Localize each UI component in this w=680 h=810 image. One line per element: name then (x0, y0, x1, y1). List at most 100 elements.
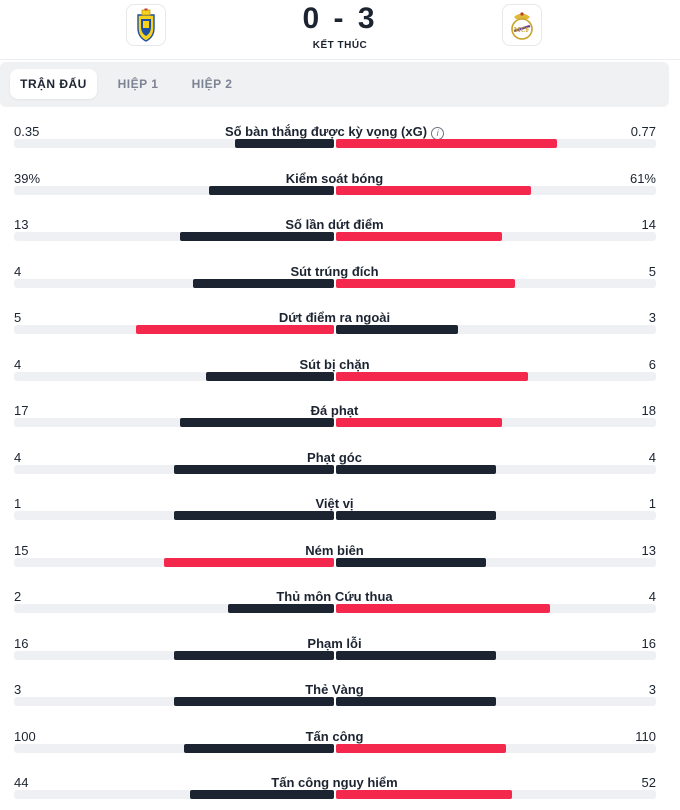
home-bar-track (14, 186, 334, 195)
stat-label: Số lần dứt điểm (0, 217, 669, 233)
away-stat-value: 1 (648, 496, 656, 511)
away-stat-value: 61% (629, 171, 656, 186)
cadiz-crest-icon (137, 8, 155, 42)
away-bar-track (336, 372, 656, 381)
stat-row: 4 Sút trúng đích 5 (0, 264, 680, 304)
away-bar-track (336, 744, 656, 753)
stat-label: Phạm lỗi (0, 636, 669, 652)
home-team-logo[interactable] (126, 4, 166, 46)
away-bar-track (336, 279, 656, 288)
stat-row: 2 Thủ môn Cứu thua 4 (0, 589, 680, 629)
stat-bar-track (14, 186, 656, 195)
home-bar-track (14, 651, 334, 660)
away-stat-value: 13 (641, 543, 656, 558)
away-stat-value: 4 (648, 450, 656, 465)
stat-label: Thẻ Vàng (0, 682, 669, 698)
away-bar-fill (336, 279, 515, 288)
away-bar-fill (336, 558, 486, 567)
away-team-logo[interactable]: MCF (502, 4, 542, 46)
stat-bar-track (14, 279, 656, 288)
away-bar-fill (336, 604, 550, 613)
home-stat-value: 5 (14, 310, 22, 325)
home-bar-track (14, 558, 334, 567)
away-stat-value: 18 (641, 403, 656, 418)
match-score: 0 - 3 (302, 2, 378, 35)
away-bar-fill (336, 465, 496, 474)
real-madrid-crest-icon: MCF (511, 12, 533, 40)
away-bar-track (336, 186, 656, 195)
stat-label: Kiểm soát bóng (0, 171, 669, 187)
home-stat-value: 1 (14, 496, 22, 511)
stat-label-text: Phạt góc (307, 450, 362, 465)
stat-label: Tấn công (0, 729, 669, 745)
home-bar-track (14, 418, 334, 427)
home-stat-value: 3 (14, 682, 22, 697)
stat-label: Đá phạt (0, 403, 669, 419)
stat-label: Dứt điểm ra ngoài (0, 310, 669, 326)
away-stat-value: 14 (641, 217, 656, 232)
home-stat-value: 4 (14, 264, 22, 279)
tab-full-match[interactable]: TRẬN ĐẤU (10, 69, 97, 99)
stat-label: Tấn công nguy hiểm (0, 775, 669, 791)
home-stat-value: 2 (14, 589, 22, 604)
stat-label: Thủ môn Cứu thua (0, 589, 669, 605)
away-bar-track (336, 604, 656, 613)
stat-bar-track (14, 790, 656, 799)
stat-label-text: Đá phạt (310, 403, 359, 418)
home-stat-value: 44 (14, 775, 29, 790)
stat-bar-track (14, 139, 656, 148)
home-stat-value: 16 (14, 636, 29, 651)
home-stat-value: 0.35 (14, 124, 40, 139)
stat-label: Việt vị (0, 496, 669, 512)
home-bar-track (14, 604, 334, 613)
home-bar-track (14, 325, 334, 334)
stat-row: 4 Sút bị chặn 6 (0, 357, 680, 397)
away-bar-track (336, 465, 656, 474)
home-bar-fill (136, 325, 334, 334)
home-bar-fill (228, 604, 334, 613)
home-bar-track (14, 232, 334, 241)
home-bar-fill (164, 558, 334, 567)
home-bar-fill (174, 697, 334, 706)
stat-row: 1 Việt vị 1 (0, 496, 680, 536)
away-stat-value: 110 (635, 729, 656, 744)
away-stat-value: 5 (648, 264, 656, 279)
home-bar-fill (193, 279, 334, 288)
stat-label-text: Sút trúng đích (290, 264, 379, 279)
away-bar-fill (336, 744, 506, 753)
stat-label-text: Kiểm soát bóng (285, 171, 384, 186)
home-bar-track (14, 511, 334, 520)
away-stat-value: 52 (641, 775, 656, 790)
stat-row: 17 Đá phạt 18 (0, 403, 680, 443)
home-bar-track (14, 139, 334, 148)
stat-bar-track (14, 465, 656, 474)
away-bar-fill (336, 511, 496, 520)
stat-bar-track (14, 372, 656, 381)
home-stat-value: 39% (14, 171, 41, 186)
away-bar-track (336, 558, 656, 567)
away-bar-fill (336, 139, 557, 148)
away-bar-fill (336, 790, 512, 799)
stat-row: 4 Phạt góc 4 (0, 450, 680, 490)
home-bar-fill (174, 511, 334, 520)
away-bar-fill (336, 186, 531, 195)
stat-label: Phạt góc (0, 450, 669, 466)
home-bar-fill (184, 744, 334, 753)
stat-label-text: Ném biên (305, 543, 364, 558)
stat-row: 0.35 Số bàn thắng được kỳ vọng (xG) i 0.77 (0, 124, 680, 164)
stat-label-text: Phạm lỗi (307, 636, 362, 651)
away-bar-track (336, 325, 656, 334)
home-bar-fill (174, 465, 334, 474)
away-stat-value: 6 (648, 357, 656, 372)
stat-bar-track (14, 418, 656, 427)
home-bar-fill (180, 418, 334, 427)
tab-first-half[interactable]: HIỆP 1 (117, 77, 159, 91)
header-divider (0, 59, 680, 60)
stat-row: 100 Tấn công 110 (0, 729, 680, 769)
home-bar-fill (235, 139, 334, 148)
away-bar-fill (336, 325, 458, 334)
period-tabs: TRẬN ĐẤU HIỆP 1 HIỆP 2 (0, 62, 669, 107)
away-bar-track (336, 511, 656, 520)
tab-second-half[interactable]: HIỆP 2 (191, 77, 233, 91)
stat-bar-track (14, 604, 656, 613)
